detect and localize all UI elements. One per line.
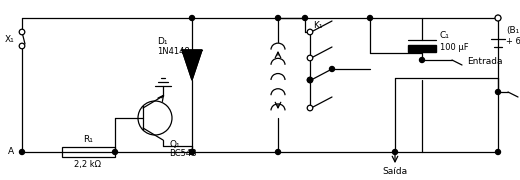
Text: C₁: C₁ [440, 31, 450, 40]
Circle shape [420, 57, 424, 62]
Circle shape [307, 77, 313, 83]
Circle shape [19, 43, 25, 49]
Text: 100 μF: 100 μF [440, 44, 469, 53]
Text: K₁: K₁ [313, 21, 323, 30]
Circle shape [393, 150, 397, 154]
Bar [62, 147, 115, 157]
Text: + 6/12 V: + 6/12 V [506, 37, 520, 46]
Circle shape [496, 15, 500, 21]
Circle shape [307, 55, 313, 61]
Circle shape [496, 150, 500, 154]
Polygon shape [182, 50, 202, 80]
Text: X₁: X₁ [4, 35, 14, 44]
Circle shape [276, 15, 280, 21]
Text: Saída: Saída [382, 168, 408, 177]
Text: 1N4148: 1N4148 [157, 48, 190, 57]
Circle shape [19, 29, 25, 35]
Text: A: A [8, 147, 14, 156]
Circle shape [20, 150, 24, 154]
Circle shape [276, 150, 280, 154]
Circle shape [368, 15, 372, 21]
Circle shape [495, 15, 501, 21]
Bar [408, 45, 436, 52]
Circle shape [189, 15, 194, 21]
Circle shape [189, 62, 194, 68]
Circle shape [330, 66, 334, 71]
Circle shape [189, 150, 194, 154]
Circle shape [189, 150, 194, 154]
Circle shape [307, 29, 313, 35]
Circle shape [307, 105, 313, 111]
Text: Entrada: Entrada [467, 57, 502, 66]
Text: (B₁): (B₁) [506, 26, 520, 35]
Circle shape [189, 62, 194, 68]
Circle shape [112, 150, 118, 154]
Text: D₁: D₁ [157, 37, 167, 46]
Circle shape [496, 89, 500, 94]
Text: BC548: BC548 [169, 148, 197, 158]
Circle shape [307, 78, 313, 82]
Text: R₁: R₁ [83, 136, 93, 145]
Text: Q₁: Q₁ [169, 140, 179, 148]
Text: 2,2 kΩ: 2,2 kΩ [74, 159, 101, 168]
Circle shape [303, 15, 307, 21]
